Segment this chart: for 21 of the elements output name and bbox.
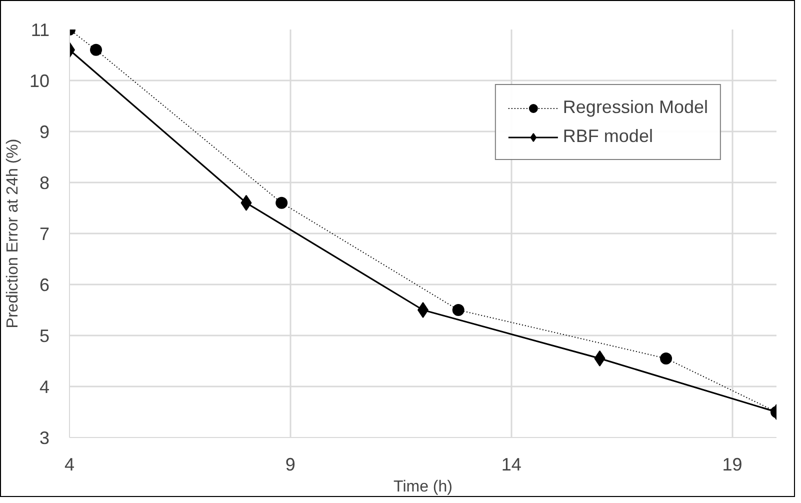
y-axis-title: Prediction Error at 24h (%) bbox=[4, 138, 22, 328]
y-tick-label: 7 bbox=[39, 224, 50, 244]
y-tick-label: 6 bbox=[39, 275, 50, 295]
y-tick-label: 10 bbox=[29, 71, 50, 91]
y-tick-label: 11 bbox=[30, 20, 50, 40]
legend-label: RBF model bbox=[562, 126, 653, 147]
y-tick-label: 9 bbox=[39, 122, 50, 142]
point bbox=[276, 196, 288, 209]
x-axis-title: Time (h) bbox=[394, 478, 452, 496]
x-tick-label: 4 bbox=[64, 454, 75, 474]
x-tick-label: 14 bbox=[501, 454, 522, 474]
point bbox=[90, 44, 102, 56]
legend-label: Regression Model bbox=[562, 97, 708, 118]
y-tick-label: 3 bbox=[39, 428, 50, 448]
y-tick-label: 8 bbox=[39, 173, 50, 193]
point bbox=[660, 352, 672, 364]
x-tick-label: 9 bbox=[285, 454, 296, 474]
x-tick-label: 19 bbox=[722, 454, 742, 474]
y-tick-label: 5 bbox=[39, 326, 50, 346]
y-tick-label: 4 bbox=[39, 377, 50, 397]
point bbox=[452, 304, 464, 316]
